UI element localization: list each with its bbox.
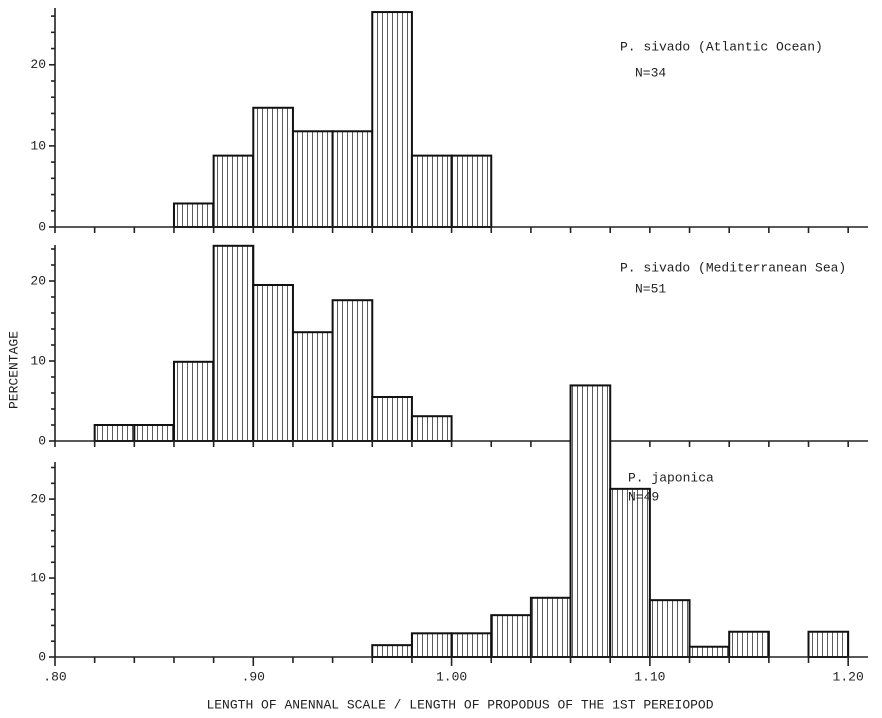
bar	[648, 599, 691, 659]
x-tick-label: .90	[242, 669, 265, 684]
sample-size: N=34	[635, 65, 666, 80]
y-tick-label: 10	[30, 138, 46, 153]
bar	[688, 645, 731, 658]
y-tick-label: 20	[30, 57, 46, 72]
bar	[371, 396, 413, 442]
y-tick-label: 0	[38, 219, 46, 234]
bar	[172, 202, 215, 229]
bar	[212, 154, 255, 228]
bar	[728, 630, 770, 658]
series-name: P. sivado (Atlantic Ocean)	[620, 39, 823, 54]
bar	[291, 130, 334, 229]
bar	[133, 424, 175, 442]
y-tick-label: 10	[30, 570, 46, 585]
series-name: P. japonica	[628, 470, 714, 485]
bar	[172, 360, 215, 442]
bar	[609, 487, 651, 658]
bar	[371, 644, 413, 659]
bar	[490, 614, 532, 659]
bar	[212, 244, 255, 442]
bar	[410, 415, 453, 443]
y-tick-label: 0	[38, 433, 46, 448]
y-tick-label: 20	[30, 492, 46, 507]
x-axis-label: LENGTH OF ANENNAL SCALE / LENGTH OF PROP…	[206, 697, 713, 712]
bar	[331, 130, 374, 229]
x-tick-label: 1.00	[436, 669, 467, 684]
y-axis-label: PERCENTAGE	[6, 331, 21, 409]
bar	[450, 632, 493, 659]
bar	[807, 630, 850, 658]
bar	[252, 284, 294, 442]
bar	[291, 331, 334, 443]
x-tick-label: 1.20	[833, 669, 864, 684]
bar	[331, 299, 374, 443]
bar	[410, 154, 453, 228]
y-tick-label: 20	[30, 273, 46, 288]
bar	[371, 11, 413, 228]
bar	[450, 154, 493, 228]
series-name: P. sivado (Mediterranean Sea)	[620, 260, 846, 275]
bar	[569, 384, 612, 658]
bar	[93, 424, 136, 442]
bar	[529, 596, 572, 659]
y-tick-label: 0	[38, 649, 46, 664]
bar	[410, 632, 453, 659]
sample-size: N=51	[635, 281, 666, 296]
y-tick-label: 10	[30, 353, 46, 368]
sample-size: N=49	[628, 489, 659, 504]
bar	[252, 106, 294, 228]
x-tick-label: .80	[43, 669, 66, 684]
x-tick-label: 1.10	[634, 669, 665, 684]
